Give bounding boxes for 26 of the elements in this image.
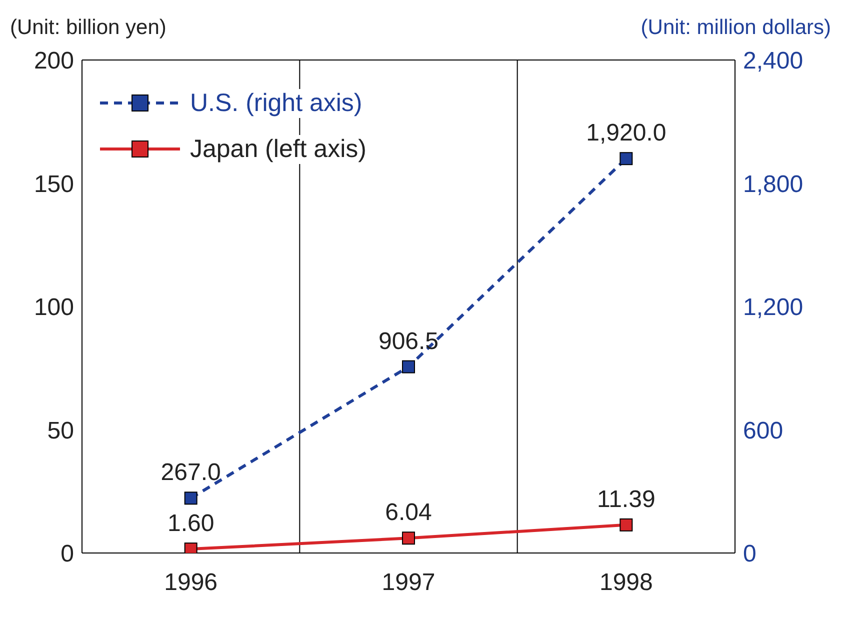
y2-axis-title: (Unit: million dollars) — [640, 16, 831, 40]
data-label: 906.5 — [378, 328, 439, 355]
data-label: 11.39 — [597, 486, 656, 513]
y-tick-label: 100 — [34, 294, 74, 322]
point — [620, 152, 633, 166]
point — [184, 492, 198, 505]
y-tick-label: 150 — [34, 170, 74, 198]
point — [402, 360, 415, 374]
legend-label: Japan (left axis) — [190, 134, 366, 164]
y2-tick-label: 600 — [743, 417, 784, 444]
y2-tick-label: 1,200 — [743, 294, 804, 322]
y-tick-label: 0 — [60, 540, 74, 568]
data-label: 1.60 — [167, 510, 214, 538]
y2-tick-label: 1,800 — [743, 170, 804, 198]
x-tick-label: 1997 — [382, 569, 436, 596]
x-tick-label: 1998 — [599, 569, 653, 596]
x-tick-label: 1996 — [164, 569, 218, 596]
y-tick-label: 200 — [34, 48, 74, 75]
data-label: 6.04 — [385, 499, 432, 526]
y-axis-title: (Unit: billion yen) — [10, 16, 166, 40]
y2-tick-label: 0 — [743, 540, 756, 568]
data-label: 1,920.0 — [586, 120, 666, 147]
y2-tick-label: 2,400 — [743, 48, 804, 75]
data-label: 267.0 — [160, 459, 221, 486]
legend-label: U.S. (right axis) — [190, 88, 362, 118]
y-tick-label: 50 — [47, 417, 74, 444]
